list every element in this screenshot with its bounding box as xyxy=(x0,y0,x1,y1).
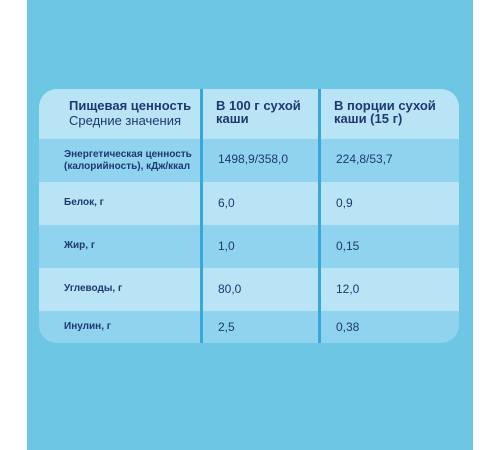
header-per-100g: В 100 г сухой каши xyxy=(216,98,301,126)
table-row: Инулин, г 2,5 0,38 xyxy=(39,311,459,343)
row-label: Энергетическая ценность (калорийность), … xyxy=(64,149,192,172)
row-per-portion: 0,9 xyxy=(336,196,353,210)
row-per-100g: 6,0 xyxy=(218,196,235,210)
header-nutrition-value: Пищевая ценность Средние значения xyxy=(69,99,199,127)
column-divider xyxy=(200,89,203,343)
table-row: Углеводы, г 80,0 12,0 xyxy=(39,268,459,311)
table-row: Белок, г 6,0 0,9 xyxy=(39,182,459,225)
row-per-portion: 0,15 xyxy=(336,239,360,253)
header-title: Пищевая ценность xyxy=(69,98,192,113)
row-label: Углеводы, г xyxy=(64,283,123,294)
row-label: Жир, г xyxy=(64,240,96,251)
table-header: Пищевая ценность Средние значения В 100 … xyxy=(39,89,459,139)
row-label: Инулин, г xyxy=(64,321,111,332)
row-per-100g: 2,5 xyxy=(218,320,235,334)
row-per-100g: 1,0 xyxy=(218,239,235,253)
row-per-portion: 0,38 xyxy=(336,320,360,334)
nutrition-table: Пищевая ценность Средние значения В 100 … xyxy=(39,89,459,343)
header-per-portion: В порции сухой каши (15 г) xyxy=(334,98,436,126)
row-per-portion: 224,8/53,7 xyxy=(336,152,393,166)
row-label: Белок, г xyxy=(64,197,104,208)
header-subtitle: Средние значения xyxy=(69,113,181,128)
row-per-100g: 1498,9/358,0 xyxy=(218,152,289,166)
row-per-portion: 12,0 xyxy=(336,282,360,296)
column-divider xyxy=(318,89,321,343)
table-row: Энергетическая ценность (калорийность), … xyxy=(39,139,459,182)
table-row: Жир, г 1,0 0,15 xyxy=(39,225,459,268)
row-per-100g: 80,0 xyxy=(218,282,242,296)
